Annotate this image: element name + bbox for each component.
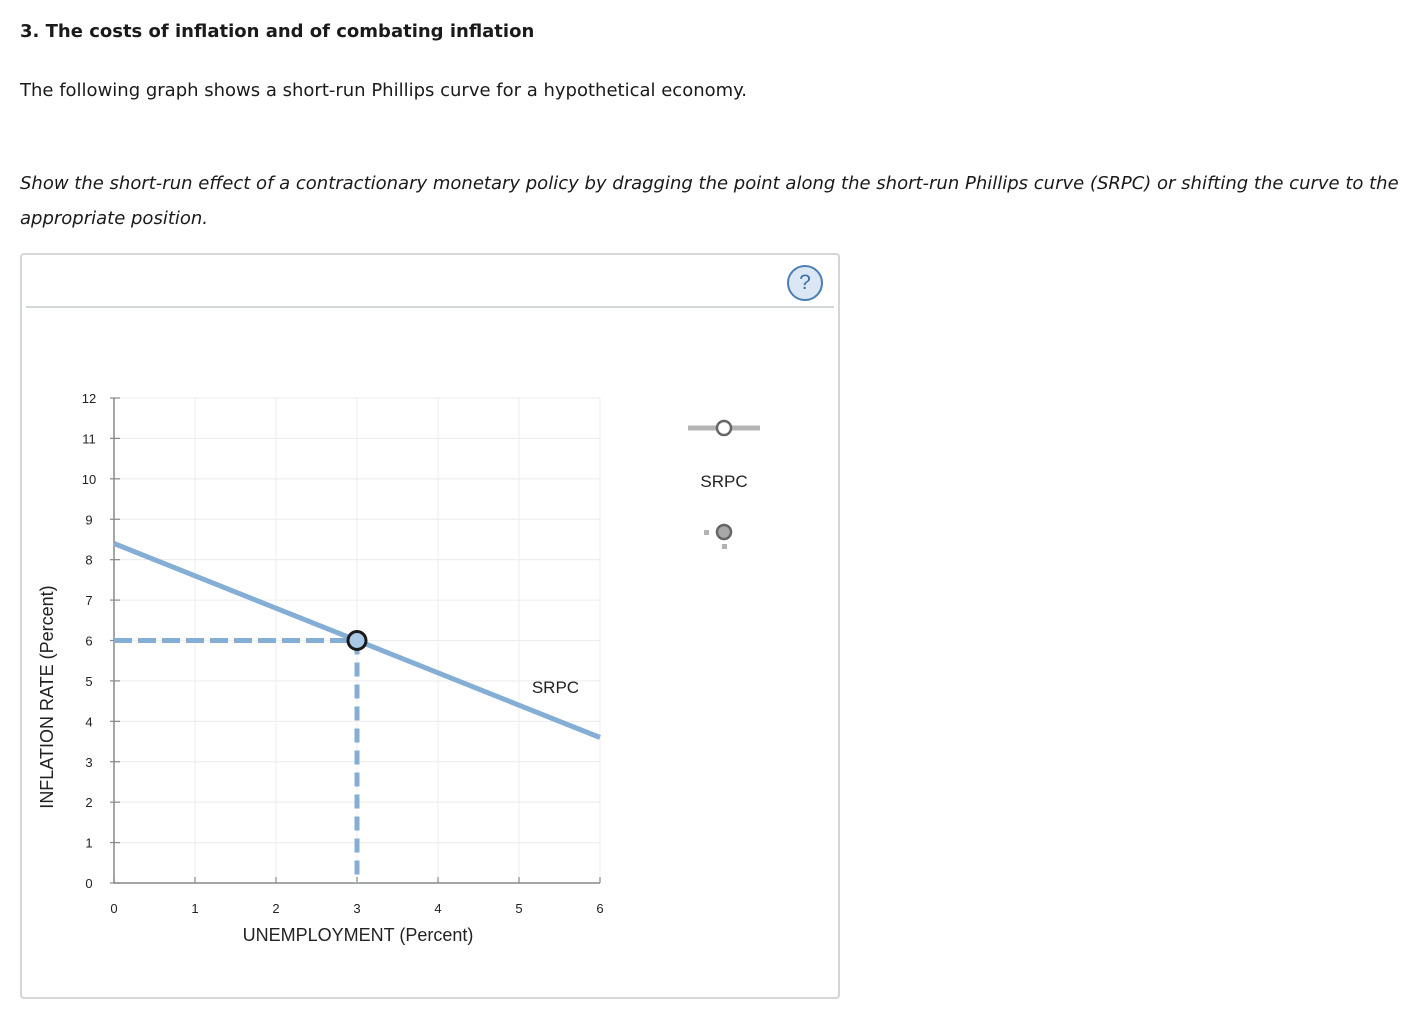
drag-point-icon[interactable] (704, 523, 733, 549)
question-title: 3. The costs of inflation and of combati… (20, 21, 535, 42)
y-tick-label: 2 (85, 795, 92, 810)
panel-divider (26, 306, 834, 308)
tool-palette: SRPC (688, 419, 760, 549)
y-tick-label: 1 (85, 836, 92, 851)
y-tick-label: 6 (85, 634, 92, 649)
help-question-icon[interactable]: ? (787, 265, 823, 301)
question-instructions: Show the short-run effect of a contracti… (20, 173, 1399, 229)
dashed-guide-lines (114, 638, 360, 883)
y-tick-label: 5 (85, 674, 92, 689)
x-tick-label: 0 (110, 901, 117, 916)
y-tick-label: 12 (82, 391, 96, 406)
equilibrium-point-layer (346, 630, 368, 651)
graph-panel: ? 0 1 2 3 4 5 6 0 1 2 3 4 5 6 7 8 9 10 11 12 SRPC UNEMPLOYM… (20, 253, 840, 999)
y-tick-label: 11 (82, 431, 96, 446)
y-tick-label: 3 (85, 755, 92, 770)
x-axis-title: UNEMPLOYMENT (Percent) (243, 925, 474, 945)
srpc-curve-label: SRPC (532, 678, 579, 697)
y-tick-label: 10 (82, 472, 96, 487)
line-with-point-icon[interactable] (688, 419, 760, 437)
x-tick-label: 1 (191, 901, 198, 916)
y-axis-title: INFLATION RATE (Percent) (37, 585, 57, 808)
x-tick-label: 2 (272, 901, 279, 916)
question-intro: The following graph shows a short-run Ph… (20, 80, 747, 101)
x-tick-label: 4 (434, 901, 441, 916)
x-tick-label: 5 (515, 901, 522, 916)
y-tick-label: 7 (85, 593, 92, 608)
y-tick-label: 9 (85, 512, 92, 527)
palette-srpc-label: SRPC (700, 472, 747, 491)
y-tick-label: 0 (85, 876, 92, 891)
draggable-equilibrium-point[interactable] (346, 630, 368, 651)
x-tick-label: 3 (353, 901, 360, 916)
y-tick-label: 4 (85, 714, 92, 729)
y-tick-label: 8 (85, 553, 92, 568)
x-tick-label: 6 (596, 901, 603, 916)
